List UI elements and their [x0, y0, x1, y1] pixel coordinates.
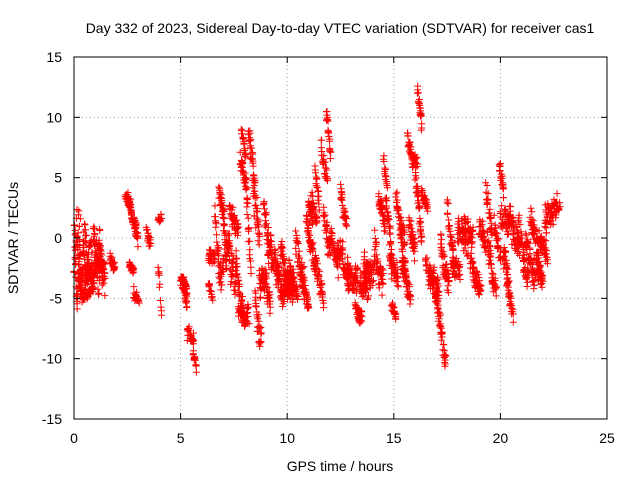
y-axis-label: SDTVAR / TECUs [5, 182, 21, 294]
x-tick-label: 15 [386, 430, 402, 446]
x-tick-labels: 0 5 10 15 20 25 [70, 430, 615, 446]
x-tick-label: 20 [493, 430, 509, 446]
y-tick-label: -5 [50, 290, 63, 306]
y-tick-label: -10 [42, 351, 62, 367]
chart-title: Day 332 of 2023, Sidereal Day-to-day VTE… [86, 20, 595, 36]
y-tick-label: 5 [54, 170, 62, 186]
x-tick-label: 25 [599, 430, 615, 446]
data-point-markers [70, 82, 564, 376]
data-points [70, 82, 564, 376]
x-tick-label: 5 [177, 430, 185, 446]
y-tick-label: -15 [42, 411, 62, 427]
y-tick-label: 10 [46, 109, 62, 125]
y-tick-label: 15 [46, 49, 62, 65]
y-tick-label: 0 [54, 230, 62, 246]
axis-ticks [73, 56, 608, 420]
x-tick-label: 10 [279, 430, 295, 446]
x-axis-label: GPS time / hours [287, 458, 394, 474]
y-tick-labels: -15 -10 -5 0 5 10 15 [42, 49, 62, 427]
x-tick-label: 0 [70, 430, 78, 446]
